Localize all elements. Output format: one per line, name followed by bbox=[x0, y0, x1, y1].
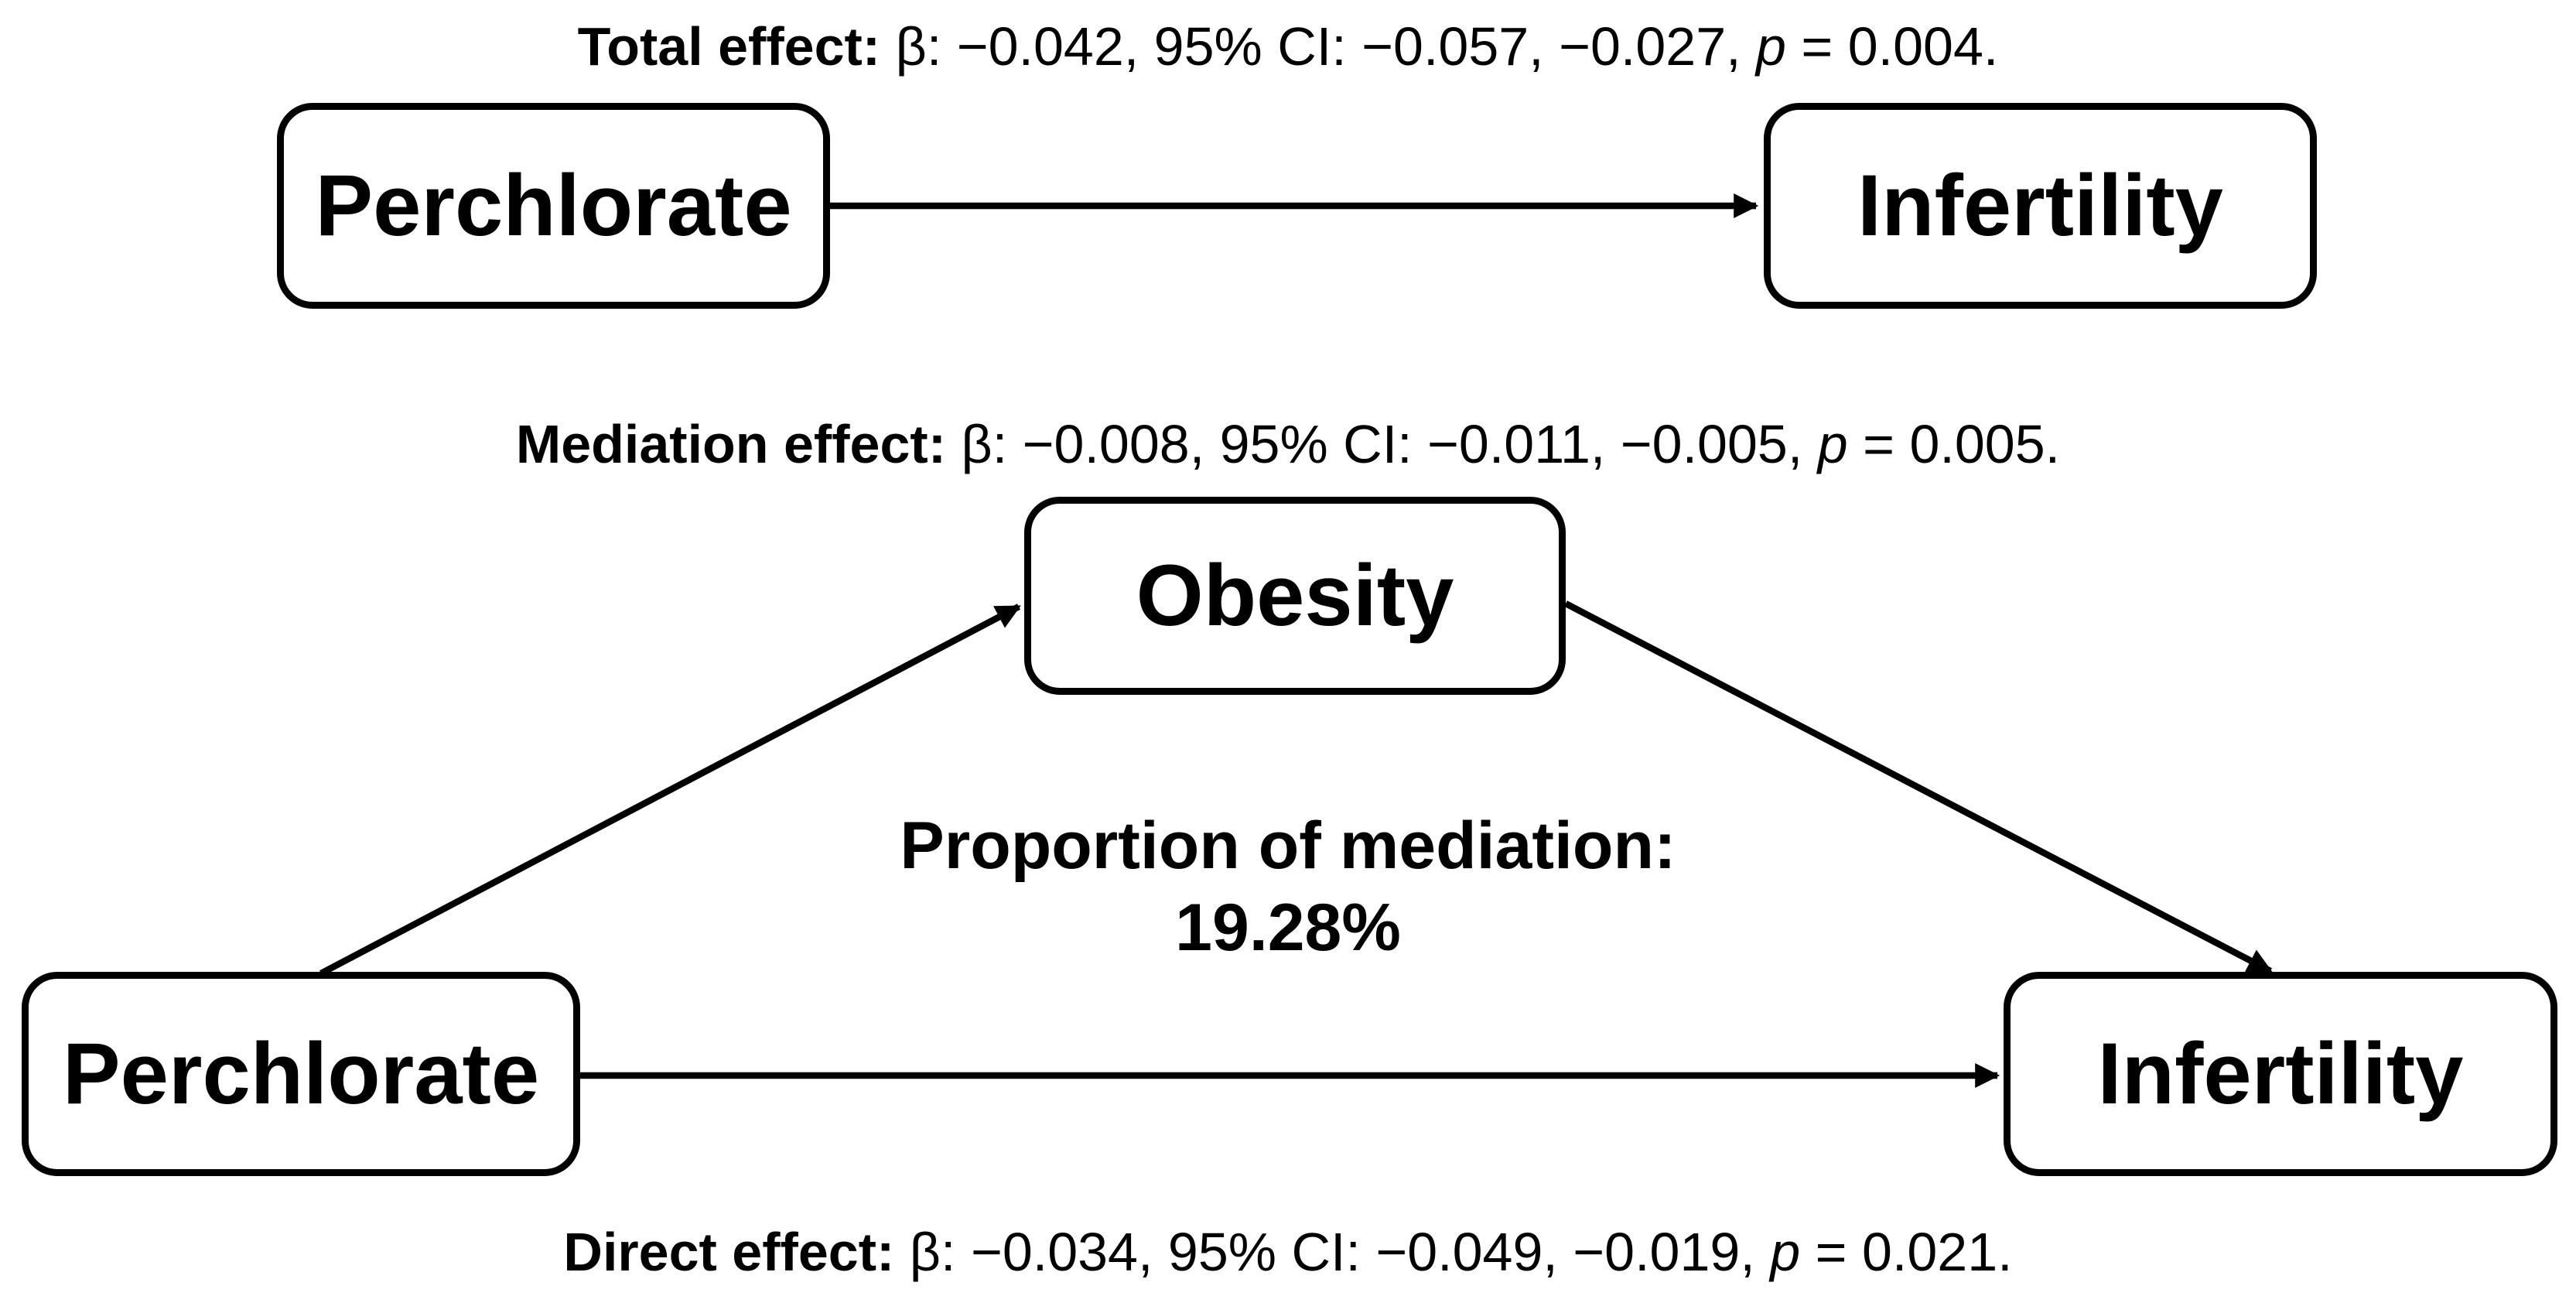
node-infertility-total: Infertility bbox=[1764, 103, 2317, 309]
total-effect-label: Total effect: bbox=[577, 16, 881, 77]
total-effect-p-symbol: p bbox=[1756, 16, 1786, 77]
direct-effect-p-value: = 0.021. bbox=[1815, 1222, 2013, 1282]
total-effect-stats: β: −0.042, 95% CI: −0.057, −0.027, bbox=[895, 16, 1741, 77]
mediator-to-outcome-arrow bbox=[1564, 600, 2273, 974]
proportion-value: 19.28% bbox=[1175, 891, 1401, 965]
direct-effect-label: Direct effect: bbox=[563, 1222, 895, 1282]
proportion-label: Proportion of mediation: bbox=[900, 809, 1676, 883]
node-perchlorate-direct: Perchlorate bbox=[22, 972, 580, 1176]
proportion-of-mediation: Proportion of mediation: 19.28% bbox=[0, 805, 2576, 969]
direct-effect-caption: Direct effect: β: −0.034, 95% CI: −0.049… bbox=[0, 1221, 2576, 1284]
node-perchlorate-total: Perchlorate bbox=[277, 103, 830, 309]
total-effect-caption: Total effect: β: −0.042, 95% CI: −0.057,… bbox=[0, 15, 2576, 78]
mediation-effect-caption: Mediation effect: β: −0.008, 95% CI: −0.… bbox=[0, 413, 2576, 476]
mediation-effect-stats: β: −0.008, 95% CI: −0.011, −0.005, bbox=[961, 414, 1803, 474]
mediation-effect-p-symbol: p bbox=[1817, 414, 1848, 474]
node-obesity-mediator: Obesity bbox=[1024, 497, 1566, 695]
node-infertility-direct: Infertility bbox=[2004, 972, 2557, 1176]
direct-effect-p-symbol: p bbox=[1770, 1222, 1801, 1282]
mediation-effect-p-value: = 0.005. bbox=[1863, 414, 2061, 474]
total-effect-p-value: = 0.004. bbox=[1801, 16, 1999, 77]
exposure-to-mediator-arrow bbox=[319, 604, 1021, 976]
direct-effect-stats: β: −0.034, 95% CI: −0.049, −0.019, bbox=[909, 1222, 1755, 1282]
mediation-effect-label: Mediation effect: bbox=[515, 414, 947, 474]
